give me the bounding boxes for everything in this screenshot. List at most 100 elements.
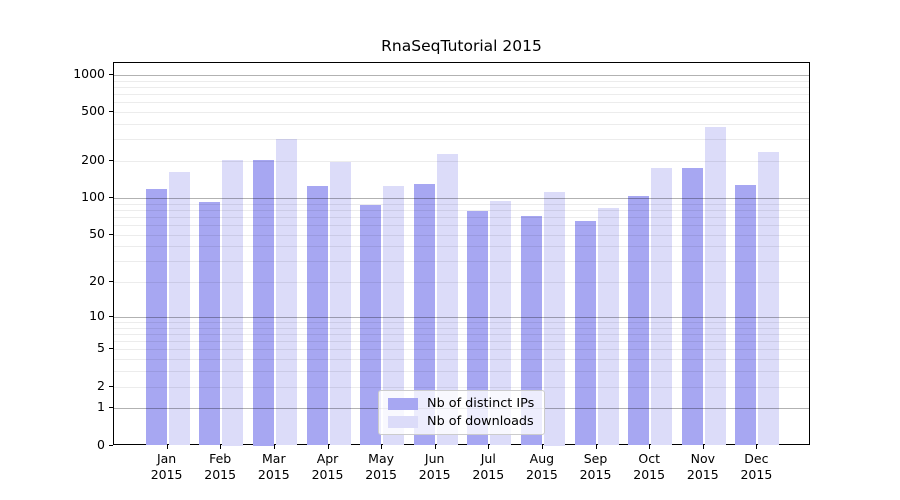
y-tick-label-20: 20 <box>89 273 105 289</box>
x-tick-feb <box>220 444 222 449</box>
y-tick-label-50: 50 <box>89 225 105 241</box>
minor-gridline-900 <box>114 80 809 82</box>
x-tick-sep <box>595 444 597 449</box>
minor-gridline-800 <box>114 87 809 88</box>
bar-downloads-aug <box>543 192 565 446</box>
x-tick-label-dec: Dec 2015 <box>740 450 773 483</box>
minor-gridline-7 <box>114 334 809 335</box>
y-tick-label-0: 0 <box>97 436 105 452</box>
minor-gridline-50 <box>114 234 809 236</box>
x-tick-label-jun: Jun 2015 <box>418 450 451 483</box>
bar-downloads-apr <box>329 161 351 446</box>
x-tick-dec <box>756 444 758 449</box>
bar-ips-oct <box>628 196 650 446</box>
y-tick-label-5: 5 <box>97 340 105 356</box>
bar-ips-jun <box>413 184 435 446</box>
chart-title: RnaSeqTutorial 2015 <box>381 37 542 55</box>
y-tick-500 <box>109 111 113 113</box>
minor-gridline-70 <box>114 216 809 218</box>
bar-ips-feb <box>199 202 221 446</box>
minor-gridline-700 <box>114 94 809 96</box>
x-tick-jun <box>434 444 436 449</box>
bar-downloads-feb <box>222 160 244 446</box>
x-tick-may <box>381 444 383 449</box>
x-tick-apr <box>327 444 329 449</box>
y-tick-label-500: 500 <box>81 103 105 119</box>
minor-gridline-5 <box>114 349 809 351</box>
y-tick-50 <box>109 233 113 235</box>
y-tick-label-100: 100 <box>81 189 105 204</box>
x-tick-label-sep: Sep 2015 <box>579 450 612 483</box>
x-tick-label-jul: Jul 2015 <box>472 450 505 483</box>
major-gridline-100 <box>114 198 809 199</box>
y-tick-2 <box>109 385 113 387</box>
y-tick-0 <box>109 444 113 446</box>
y-tick-1 <box>109 407 113 409</box>
minor-gridline-4 <box>114 359 809 361</box>
y-tick-label-200: 200 <box>81 152 105 168</box>
x-tick-label-feb: Feb 2015 <box>204 450 237 483</box>
legend-label-downloads: Nb of downloads <box>427 414 534 429</box>
bar-downloads-jan <box>168 172 190 446</box>
x-tick-label-nov: Nov 2015 <box>686 450 719 483</box>
minor-gridline-20 <box>114 282 809 284</box>
x-tick-label-aug: Aug 2015 <box>525 450 558 483</box>
bar-ips-aug <box>520 216 542 446</box>
minor-gridline-60 <box>114 225 809 226</box>
x-tick-jul <box>488 444 490 449</box>
y-tick-20 <box>109 281 113 283</box>
x-tick-jan <box>166 444 168 449</box>
y-tick-label-1000: 1000 <box>73 66 105 81</box>
y-tick-200 <box>109 160 113 162</box>
plot-area <box>113 62 810 446</box>
y-tick-1000 <box>109 74 113 75</box>
legend-swatch-distinct-ips <box>388 397 418 410</box>
bar-downloads-nov <box>704 126 726 446</box>
bar-downloads-jul <box>490 201 512 446</box>
legend-item-distinct-ips: Nb of distinct IPs <box>388 396 535 411</box>
bar-ips-nov <box>681 167 703 446</box>
x-tick-label-may: May 2015 <box>365 450 397 483</box>
minor-gridline-300 <box>114 139 809 141</box>
minor-gridline-30 <box>114 261 809 263</box>
minor-gridline-500 <box>114 112 809 114</box>
x-tick-label-apr: Apr 2015 <box>311 450 344 483</box>
x-tick-mar <box>273 444 275 449</box>
y-tick-5 <box>109 348 113 350</box>
minor-gridline-2 <box>114 386 809 388</box>
minor-gridline-600 <box>114 102 809 104</box>
major-gridline-1000 <box>114 75 809 76</box>
legend-swatch-downloads <box>388 415 418 428</box>
major-gridline-10 <box>114 316 809 318</box>
bar-ips-dec <box>735 184 757 446</box>
x-tick-label-jan: Jan 2015 <box>150 450 183 483</box>
legend-item-downloads: Nb of downloads <box>388 414 535 429</box>
x-tick-label-oct: Oct 2015 <box>633 450 666 483</box>
minor-gridline-40 <box>114 246 809 248</box>
minor-gridline-6 <box>114 341 809 343</box>
bar-ips-sep <box>574 220 596 446</box>
bar-downloads-mar <box>275 139 297 446</box>
legend-label-distinct-ips: Nb of distinct IPs <box>427 396 535 411</box>
x-tick-label-mar: Mar 2015 <box>257 450 290 483</box>
x-tick-nov <box>702 444 704 449</box>
x-tick-oct <box>649 444 651 449</box>
y-tick-label-10: 10 <box>89 307 105 323</box>
y-tick-100 <box>109 197 113 198</box>
bar-downloads-dec <box>758 151 780 446</box>
bar-ips-apr <box>306 186 328 446</box>
minor-gridline-8 <box>114 327 809 329</box>
minor-gridline-80 <box>114 209 809 211</box>
minor-gridline-9 <box>114 322 809 323</box>
minor-gridline-400 <box>114 124 809 126</box>
minor-gridline-90 <box>114 203 809 205</box>
bar-downloads-jun <box>436 154 458 446</box>
minor-gridline-3 <box>114 371 809 373</box>
y-tick-10 <box>109 315 113 317</box>
bar-ips-jan <box>145 188 167 446</box>
x-tick-aug <box>541 444 543 449</box>
bar-downloads-may <box>383 186 405 446</box>
bar-downloads-oct <box>651 167 673 446</box>
bar-ips-mar <box>252 160 274 446</box>
